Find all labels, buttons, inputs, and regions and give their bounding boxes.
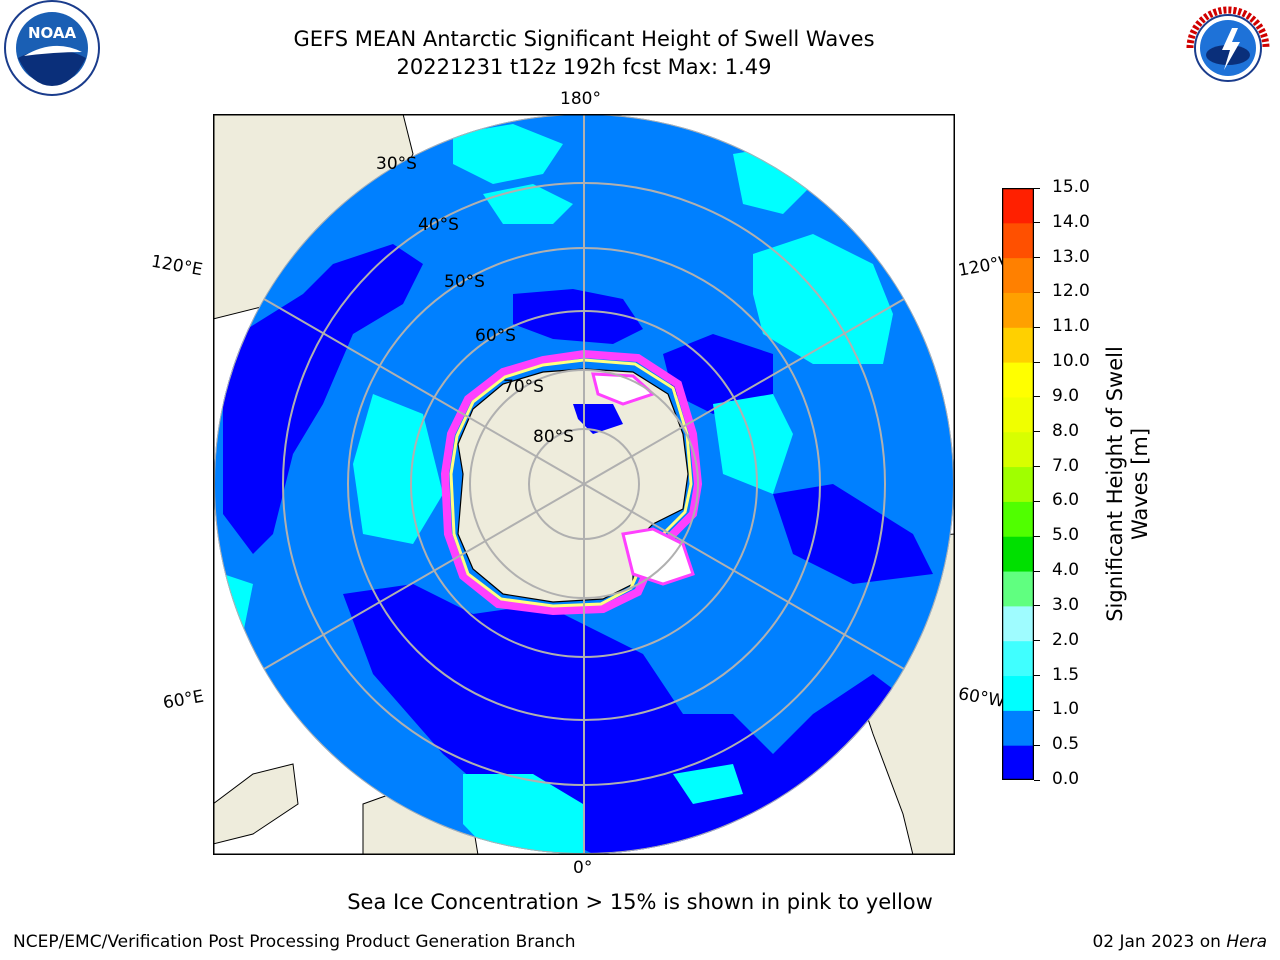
colorbar-segment (1002, 188, 1034, 224)
colorbar-segment (1002, 292, 1034, 328)
colorbar-segment (1002, 327, 1034, 363)
colorbar-tick-label: 10.0 (1052, 351, 1090, 372)
lon-label-120e: 120°E (149, 251, 205, 281)
colorbar-segment (1002, 640, 1034, 677)
colorbar-tick-mark (1034, 326, 1040, 328)
colorbar-tick-mark (1034, 709, 1040, 711)
lon-label-180: 180° (560, 89, 601, 109)
sea-ice (440, 349, 703, 616)
lat-label-80s: 80°S (533, 427, 574, 447)
colorbar-tick-label: 6.0 (1052, 490, 1080, 511)
footer-host: Hera (1226, 932, 1267, 952)
colorbar-tick-label: 7.0 (1052, 455, 1080, 476)
colorbar-tick-label: 2.0 (1052, 629, 1080, 650)
colorbar-segment (1002, 222, 1034, 259)
colorbar-tick-mark (1034, 291, 1040, 293)
colorbar-tick-mark (1034, 779, 1040, 781)
colorbar (1002, 188, 1034, 780)
colorbar-tick-label: 15.0 (1052, 177, 1090, 197)
colorbar-tick-mark (1034, 500, 1040, 502)
colorbar-tick-label: 0.5 (1052, 734, 1080, 755)
colorbar-tick-mark (1034, 222, 1040, 224)
colorbar-segment (1002, 605, 1034, 642)
lat-label-40s: 40°S (418, 215, 459, 235)
colorbar-segment (1002, 571, 1034, 607)
colorbar-tick-label: 11.0 (1052, 316, 1090, 337)
colorbar-tick-label: 9.0 (1052, 385, 1080, 406)
footer-date: 02 Jan 2023 on Hera (1092, 932, 1267, 952)
colorbar-tick-label: 3.0 (1052, 594, 1080, 615)
colorbar-label: Significant Height of Swell Waves [m] (1103, 346, 1153, 622)
colorbar-tick-mark (1034, 431, 1040, 433)
colorbar-tick-label: 5.0 (1052, 525, 1080, 546)
polar-map: 30°S 40°S 50°S 60°S 70°S 80°S (213, 114, 955, 855)
colorbar-segment (1002, 257, 1034, 293)
latitude-labels: 30°S 40°S 50°S 60°S 70°S 80°S (376, 154, 574, 447)
colorbar-segment (1002, 710, 1034, 746)
colorbar-segment (1002, 536, 1034, 572)
chart-subtitle: 20221231 t12z 192h fcst Max: 1.49 (396, 55, 772, 79)
colorbar-label-line1: Significant Height of Swell (1103, 346, 1127, 622)
colorbar-tick-label: 12.0 (1052, 281, 1090, 302)
colorbar-segment (1002, 745, 1034, 780)
colorbar-tick-label: 8.0 (1052, 420, 1080, 441)
colorbar-tick-label: 1.0 (1052, 699, 1080, 720)
graticule (214, 114, 954, 854)
lon-label-60w: 60°W (956, 684, 1007, 712)
colorbar-tick-mark (1034, 570, 1040, 572)
nws-logo (1182, 2, 1274, 94)
colorbar-tick-mark (1034, 257, 1040, 259)
colorbar-segment (1002, 362, 1034, 398)
colorbar-tick-mark (1034, 361, 1040, 363)
colorbar-label-line2: Waves [m] (1128, 427, 1152, 541)
colorbar-tick-label: 14.0 (1052, 211, 1090, 232)
colorbar-segment (1002, 501, 1034, 537)
lat-label-50s: 50°S (444, 272, 485, 292)
colorbar-segment (1002, 466, 1034, 502)
colorbar-tick-label: 1.5 (1052, 664, 1080, 685)
chart-title: GEFS MEAN Antarctic Significant Height o… (293, 27, 875, 51)
colorbar-tick-label: 13.0 (1052, 246, 1090, 267)
colorbar-tick-mark (1034, 535, 1040, 537)
colorbar-segment (1002, 675, 1034, 711)
colorbar-tick-label: 4.0 (1052, 560, 1080, 581)
colorbar-tick-label: 0.0 (1052, 769, 1080, 789)
footer-credit: NCEP/EMC/Verification Post Processing Pr… (13, 932, 576, 952)
lat-label-70s: 70°S (503, 377, 544, 397)
colorbar-segment (1002, 396, 1034, 433)
svg-text:NOAA: NOAA (28, 24, 77, 42)
colorbar-tick-mark (1034, 466, 1040, 468)
lat-label-60s: 60°S (475, 326, 516, 346)
lon-label-60e: 60°E (161, 686, 206, 714)
noaa-logo: NOAA (4, 0, 100, 96)
lat-label-30s: 30°S (376, 154, 417, 174)
lon-label-0: 0° (573, 858, 593, 878)
colorbar-tick-mark (1034, 187, 1040, 189)
footer-date-text: 02 Jan 2023 on (1092, 932, 1227, 952)
colorbar-tick-mark (1034, 396, 1040, 398)
colorbar-tick-mark (1034, 605, 1040, 607)
colorbar-segment (1002, 431, 1034, 468)
colorbar-border (1002, 188, 1034, 780)
colorbar-tick-mark (1034, 675, 1040, 677)
caption: Sea Ice Concentration > 15% is shown in … (347, 890, 933, 914)
colorbar-tick-mark (1034, 640, 1040, 642)
colorbar-tick-mark (1034, 744, 1040, 746)
